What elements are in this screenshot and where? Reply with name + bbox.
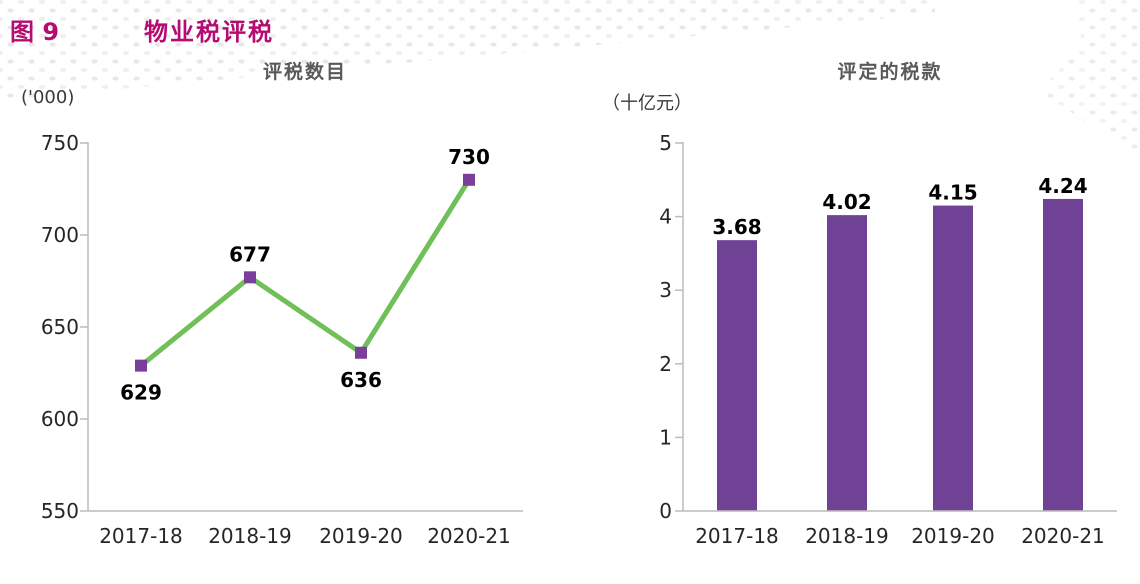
figure-title: 物业税评税 [144, 18, 274, 46]
bar [717, 240, 757, 512]
bar [1043, 198, 1083, 511]
data-label: 629 [120, 381, 162, 405]
y-tick-label: 550 [41, 499, 79, 523]
y-tick-label: 600 [41, 407, 79, 431]
category-label: 2018-19 [208, 524, 292, 548]
bar-chart-title: 评定的税款 [837, 61, 943, 83]
y-tick-label: 5 [659, 131, 672, 155]
tax-assessed-bar-chart: 3.68 4.02 4.15 4.24 5 4 3 2 1 0 2017-18 2018-19 2019… [659, 131, 1117, 548]
line-chart-unit-label: ('000) [21, 87, 75, 108]
category-label: 2019-20 [911, 524, 995, 548]
y-tick-label: 3 [659, 278, 672, 302]
y-tick-label: 1 [659, 425, 672, 449]
y-tick-label: 650 [41, 315, 79, 339]
y-tick-label: 2 [659, 352, 672, 376]
bar [827, 215, 867, 512]
data-label: 677 [229, 242, 271, 266]
y-tick-label: 4 [659, 205, 672, 229]
data-label: 730 [448, 145, 490, 169]
data-label: 4.15 [928, 181, 977, 205]
category-label: 2020-21 [427, 524, 511, 548]
category-label: 2017-18 [695, 524, 779, 548]
bar [933, 205, 973, 511]
category-label: 2019-20 [319, 524, 403, 548]
y-tick-label: 750 [41, 131, 79, 155]
data-label: 4.24 [1038, 174, 1087, 198]
line-series [138, 177, 472, 369]
data-label: 636 [340, 368, 382, 392]
assessments-line-chart: 629 677 636 730 750 700 650 600 550 2017-18 2018-1… [41, 131, 523, 548]
marker [463, 173, 475, 186]
category-label: 2020-21 [1021, 524, 1105, 548]
figure-number: 图 9 [10, 18, 60, 46]
line-chart-title: 评税数目 [262, 61, 347, 83]
marker [355, 346, 367, 359]
marker [135, 359, 147, 372]
marker [244, 271, 256, 284]
y-tick-label: 0 [659, 499, 672, 523]
bar-chart-unit-label: （十亿元） [602, 93, 692, 114]
category-label: 2017-18 [99, 524, 183, 548]
data-label: 3.68 [712, 215, 761, 239]
y-tick-label: 700 [41, 223, 79, 247]
data-label: 4.02 [822, 190, 871, 214]
category-label: 2018-19 [805, 524, 889, 548]
